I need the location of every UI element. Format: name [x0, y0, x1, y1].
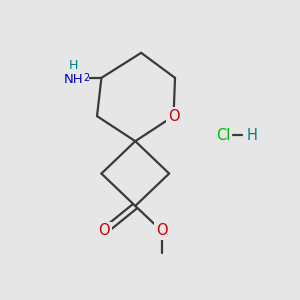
- Text: Cl: Cl: [216, 128, 231, 143]
- Text: H: H: [69, 59, 78, 72]
- Text: O: O: [168, 109, 179, 124]
- Text: 2: 2: [83, 74, 89, 83]
- Text: H: H: [246, 128, 257, 143]
- Text: NH: NH: [64, 73, 83, 86]
- Text: O: O: [156, 224, 168, 238]
- Text: O: O: [98, 224, 110, 238]
